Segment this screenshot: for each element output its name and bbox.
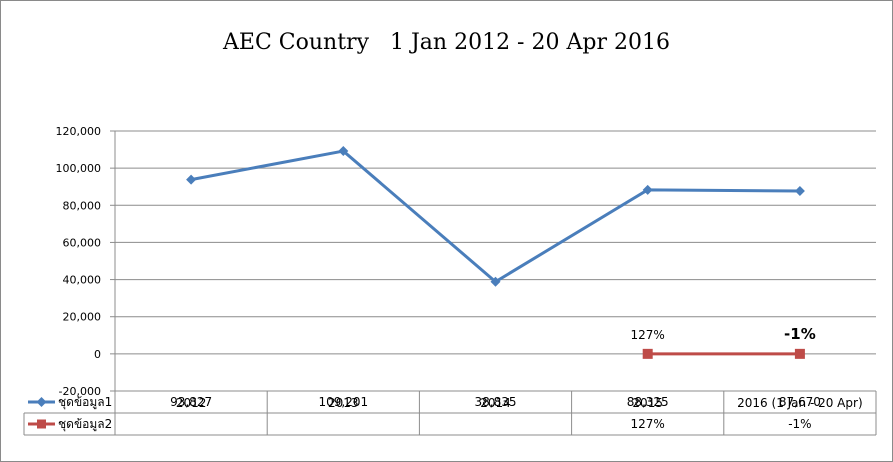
y-tick-label: 40,000 bbox=[63, 274, 102, 287]
y-axis-tick-labels: -20,000 0 20,000 40,000 60,000 80,000 100,000 1… bbox=[56, 125, 102, 398]
table-cell-value: 93,827 bbox=[170, 395, 212, 409]
data-point bbox=[642, 184, 653, 195]
gridlines bbox=[110, 130, 876, 392]
y-tick-label: 0 bbox=[94, 348, 101, 361]
data-point bbox=[794, 348, 805, 359]
data-point bbox=[186, 174, 197, 185]
data-point bbox=[490, 276, 501, 287]
table-cell-value: 38,835 bbox=[475, 395, 517, 409]
series-name: ชุดข้อมูล2 bbox=[58, 417, 112, 432]
table-cell-value: 127% bbox=[631, 417, 665, 431]
category-label: 2014 bbox=[480, 396, 511, 410]
y-tick-label: 80,000 bbox=[63, 199, 102, 212]
data-annotations: 127% -1% bbox=[631, 325, 816, 343]
table-cell-value: -1% bbox=[788, 417, 811, 431]
table-cell-value: 109,201 bbox=[318, 395, 368, 409]
series-name: ชุดข้อมูล1 bbox=[58, 395, 112, 410]
y-tick-label: 120,000 bbox=[56, 125, 102, 138]
data-point bbox=[794, 186, 805, 197]
legend-key-marker bbox=[36, 397, 47, 407]
series-lines bbox=[186, 146, 805, 359]
data-point bbox=[338, 146, 349, 157]
chart-title: AEC Country 1 Jan 2012 - 20 Apr 2016 bbox=[223, 30, 670, 55]
y-tick-label: 20,000 bbox=[63, 311, 102, 324]
table-cell-value: 88,325 bbox=[627, 395, 669, 409]
category-label: 2015 bbox=[632, 396, 663, 410]
table-cell-value: 87,670 bbox=[779, 395, 821, 409]
data-label: 127% bbox=[631, 328, 665, 342]
legend-key-marker bbox=[37, 419, 46, 429]
y-tick-label: 60,000 bbox=[63, 236, 102, 249]
category-label: 2016 (1 Jan - 20 Apr) bbox=[737, 396, 862, 410]
y-tick-label: -20,000 bbox=[59, 385, 101, 398]
y-tick-label: 100,000 bbox=[56, 162, 102, 175]
series-line bbox=[190, 149, 800, 284]
data-table: 2012 2013 2014 2015 2016 (1 Jan - 20 Apr) ชุด… bbox=[23, 391, 877, 436]
data-label: -1% bbox=[784, 325, 816, 343]
category-label: 2013 bbox=[328, 396, 359, 410]
data-point bbox=[642, 348, 653, 359]
category-label: 2012 bbox=[176, 396, 207, 410]
